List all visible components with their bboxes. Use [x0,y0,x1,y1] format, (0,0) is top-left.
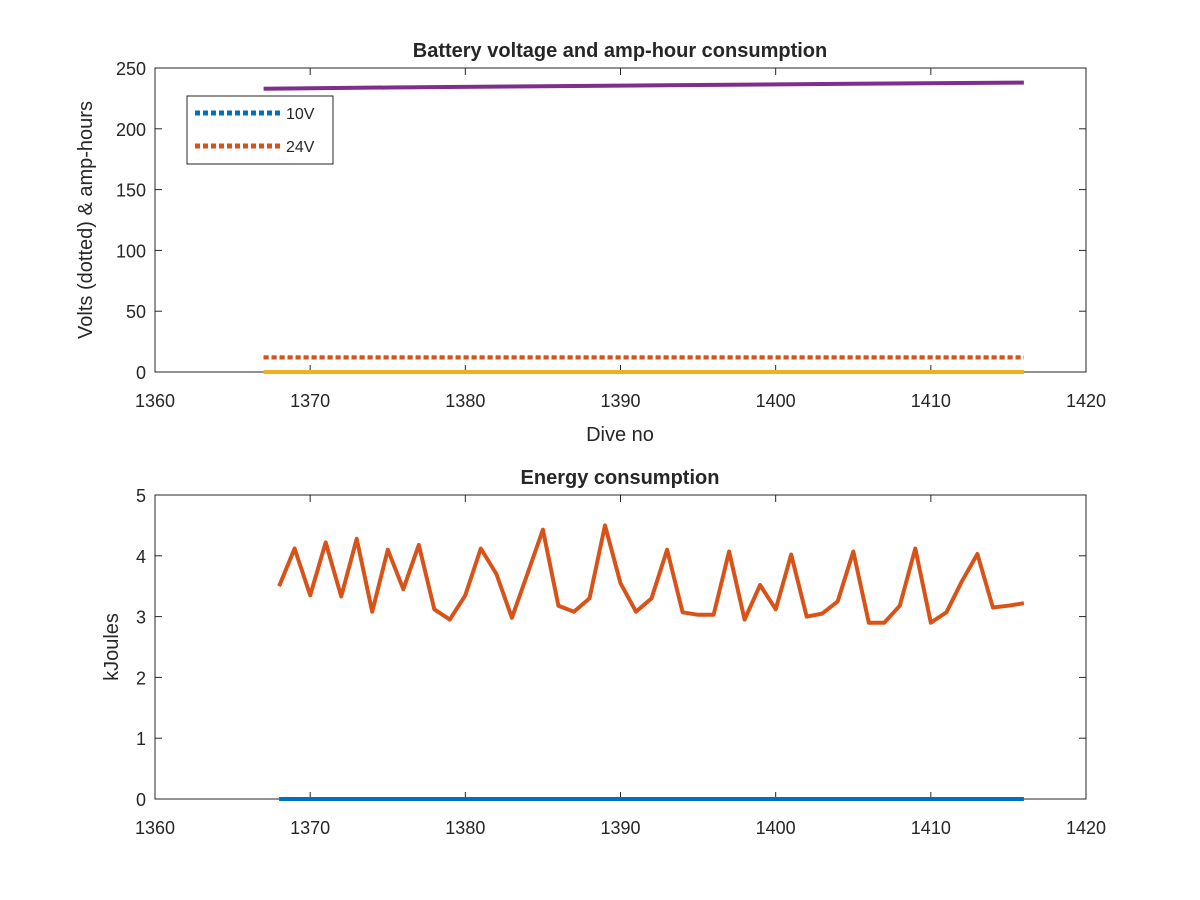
legend-label-24v: 24V [286,139,315,156]
energy-series-line-1 [277,523,1025,625]
voltage-plot-area: 1360 1370 1380 1390 1400 1410 1420 0 50 100 150 200… [116,59,1106,411]
energy-y-tick-label: 4 [136,547,146,567]
energy-plot-area: 1360 1370 1380 1390 1400 1410 1420 0 1 2 3 4 5 [135,486,1106,838]
energy-panel: Energy consumption kJoules 1360 1370 1380 1… [101,467,1106,838]
energy-y-axis-label: kJoules [101,613,123,681]
energy-y-tick-label: 3 [136,608,146,628]
energy-axes-box [154,494,1087,800]
voltage-y-tick-label: 0 [136,363,146,383]
legend-label-10v: 10V [286,106,315,123]
voltage-x-tick-label: 1400 [756,391,796,411]
energy-y-tick-label: 2 [136,668,146,688]
energy-y-tick-label: 1 [136,729,146,749]
voltage-x-tick-label: 1370 [290,391,330,411]
voltage-x-tick-label: 1420 [1066,391,1106,411]
energy-x-tick-label: 1420 [1066,818,1106,838]
voltage-y-tick-label: 50 [126,302,146,322]
voltage-y-tick-label: 100 [116,241,146,261]
energy-x-tick-label: 1410 [911,818,951,838]
energy-x-tick-label: 1380 [445,818,485,838]
voltage-y-tick-label: 150 [116,181,146,201]
voltage-chart-title: Battery voltage and amp-hour consumption [413,40,827,62]
voltage-x-tick-label: 1380 [445,391,485,411]
energy-y-tick-label: 5 [136,486,146,506]
voltage-x-tick-label: 1410 [911,391,951,411]
energy-x-tick-label: 1390 [600,818,640,838]
energy-x-tick-label: 1370 [290,818,330,838]
energy-chart-title: Energy consumption [521,467,720,489]
voltage-x-tick-label: 1390 [600,391,640,411]
voltage-y-axis-label: Volts (dotted) & amp-hours [75,101,97,339]
energy-y-tick-label: 0 [136,790,146,810]
energy-x-tick-label: 1400 [756,818,796,838]
voltage-panel: Battery voltage and amp-hour consumption… [75,40,1106,446]
voltage-x-axis-label: Dive no [586,424,654,446]
voltage-y-tick-label: 250 [116,59,146,79]
energy-x-tick-label: 1360 [135,818,175,838]
voltage-series-line-3 [263,80,1024,91]
voltage-legend: 10V 24V [186,95,334,165]
voltage-x-tick-label: 1360 [135,391,175,411]
voltage-y-tick-label: 200 [116,120,146,140]
legend-box [186,95,334,165]
